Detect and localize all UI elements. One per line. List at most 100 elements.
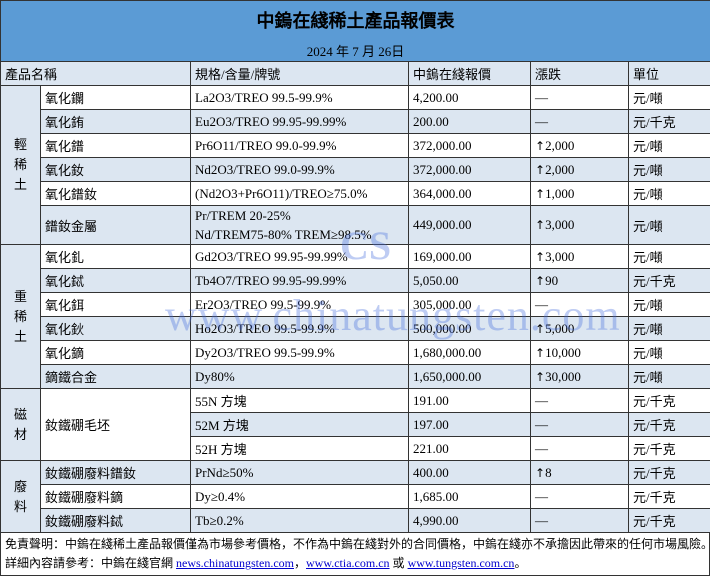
change-value: 2,000 xyxy=(545,137,575,153)
product-name: 氧化鐠釹 xyxy=(40,181,191,206)
table-row: 輕稀土 氧化鑭 La2O3/TREO 99.5-99.9% 4,200.00— 元/噸 xyxy=(0,85,710,245)
change: ↑2,000 xyxy=(530,133,629,158)
change-value: 1,000 xyxy=(545,185,575,201)
spec: 52M 方塊 xyxy=(190,412,409,437)
change: ↑3,000 xyxy=(530,244,629,269)
change-value: 8 xyxy=(545,464,552,480)
spec: PrNd≥50% xyxy=(190,460,409,485)
separator: ， xyxy=(294,556,307,570)
unit: 元/噸 xyxy=(628,133,710,158)
change-value: 10,000 xyxy=(545,344,581,360)
unit: 元/千克 xyxy=(628,109,710,134)
header-change: 漲跌 xyxy=(530,61,629,86)
arrow-up-icon: ↑ xyxy=(535,138,546,153)
price: 500,000.00 xyxy=(408,316,531,341)
unit: 元/千克 xyxy=(628,388,710,413)
table-row: 氧化鐠釹 (Nd2O3+Pr6O11)/TREO≥75.0% 364,000.00 ↑… xyxy=(1,181,710,206)
price: 1,680,000.00 xyxy=(408,340,531,365)
unit: 元/噸 xyxy=(628,205,710,245)
date: 2024 年 7 月 26日 xyxy=(0,39,710,62)
change-value: 3,000 xyxy=(545,248,575,264)
spec-text: Nd2O3/TREO 99.0-99.9% xyxy=(195,161,335,177)
unit: 元/噸 xyxy=(628,292,710,317)
product-name: 鐠釹金屬 xyxy=(40,205,191,245)
table-row: 磁材 釹鐵硼毛坯 55N 方塊 191.00— 元/千克 xyxy=(0,388,710,461)
group-label-text: 重稀土 xyxy=(13,288,27,344)
group-label: 廢料 xyxy=(0,460,41,533)
product-name: 氧化鉺 xyxy=(40,292,191,317)
change: ↑8 xyxy=(530,460,629,485)
unit: 元/千克 xyxy=(628,268,710,293)
change-value: — xyxy=(535,488,548,504)
spec: 52H 方塊 xyxy=(190,436,409,461)
product-name: 氧化銪 xyxy=(40,109,191,134)
spec-text: (Nd2O3+Pr6O11)/TREO≥75.0% xyxy=(195,185,368,201)
price: 1,685.00 xyxy=(408,484,531,509)
change-value: — xyxy=(535,512,548,528)
link-ctia[interactable]: www.ctia.com.cn xyxy=(306,556,390,570)
spec: Dy80% xyxy=(190,364,409,389)
spec-text: Eu2O3/TREO 99.95-99.99% xyxy=(195,113,347,129)
change: ↑3,000 xyxy=(530,205,629,245)
spec: 55N 方塊 xyxy=(190,388,409,413)
price: 5,050.00 xyxy=(408,268,531,293)
table-row: 氧化銪 Eu2O3/TREO 99.95-99.99% 200.00— 元/千克 xyxy=(1,109,710,134)
spec: Gd2O3/TREO 99.95-99.99% xyxy=(190,244,409,269)
group-label: 輕稀土 xyxy=(0,85,41,245)
spec-text: Tb4O7/TREO 99.95-99.99% xyxy=(195,272,347,288)
unit: 元/噸 xyxy=(628,181,710,206)
spec: Nd2O3/TREO 99.0-99.9% xyxy=(190,157,409,182)
group-label-text: 輕稀土 xyxy=(13,137,27,192)
disclaimer: 免責聲明：中鎢在綫稀土產品報價僅為市場參考價格，不作為中鎢在綫對外的合同價格，中… xyxy=(5,537,710,551)
group-label: 磁材 xyxy=(0,388,41,461)
change: — xyxy=(530,292,629,317)
product-name: 釹鐵硼廢料鋱 xyxy=(40,508,191,533)
spec-text: 55N 方塊 xyxy=(195,394,247,409)
link-news-chinatungsten[interactable]: news.chinatungsten.com xyxy=(176,556,294,570)
change-value: 2,000 xyxy=(545,161,575,177)
spec-text: Ho2O3/TREO 99.5-99.9% xyxy=(195,320,335,336)
group-label-text: 磁材 xyxy=(13,406,27,442)
spec-text: Tb≥0.2% xyxy=(195,512,244,528)
spec: Tb≥0.2% xyxy=(190,508,409,533)
change: — xyxy=(530,436,629,461)
price: 305,000.00 xyxy=(408,292,531,317)
price-table: 中鎢在綫稀土產品報價表 2024 年 7 月 26日 產品名稱 規格/含量/牌號… xyxy=(0,0,710,533)
table-row: 52M 方塊 197.00— 元/千克 xyxy=(1,412,710,437)
price: 364,000.00 xyxy=(408,181,531,206)
footer: 免責聲明：中鎢在綫稀土產品報價僅為市場參考價格，不作為中鎢在綫對外的合同價格，中… xyxy=(0,533,710,576)
table-row: 氧化鈥 Ho2O3/TREO 99.5-99.9% 500,000.00 ↑5,000… xyxy=(1,316,710,341)
change-value: 30,000 xyxy=(545,368,581,384)
price: 197.00 xyxy=(408,412,531,437)
table-row: 52H 方塊 221.00— 元/千克 xyxy=(1,436,710,461)
header-price: 中鎢在綫報價 xyxy=(408,61,531,86)
spec-text-2: Nd/TREM75-80% TREM≥98.5% xyxy=(195,227,372,242)
price: 372,000.00 xyxy=(408,133,531,158)
spec-text: Dy2O3/TREO 99.5-99.9% xyxy=(195,344,335,360)
spec-text: PrNd≥50% xyxy=(195,464,254,480)
table-row: 鏑鐵合金 Dy80% 1,650,000.00 ↑30,000 元/噸 xyxy=(1,364,710,389)
change-value: — xyxy=(535,416,548,432)
table-row: 重稀土 氧化釓 Gd2O3/TREO 99.95-99.99% 169,000.00 ↑… xyxy=(0,244,710,389)
spec: Pr6O11/TREO 99.0-99.9% xyxy=(190,133,409,158)
link-tungsten[interactable]: www.tungsten.com.cn xyxy=(407,556,515,570)
header-name: 產品名稱 xyxy=(0,61,191,86)
change: — xyxy=(530,109,629,134)
spec: Tb4O7/TREO 99.95-99.99% xyxy=(190,268,409,293)
arrow-up-icon: ↑ xyxy=(535,162,546,177)
table-row: 氧化鐠 Pr6O11/TREO 99.0-99.9% 372,000.00 ↑2,00… xyxy=(1,133,710,158)
spec-text: Dy80% xyxy=(195,368,235,384)
unit: 元/千克 xyxy=(628,484,710,509)
change-value: 3,000 xyxy=(545,217,575,232)
change-value: — xyxy=(535,296,548,312)
unit: 元/千克 xyxy=(628,460,710,485)
change: — xyxy=(530,412,629,437)
price: 221.00 xyxy=(408,436,531,461)
change: ↑2,000 xyxy=(530,157,629,182)
unit: 元/噸 xyxy=(628,157,710,182)
table-row: 氧化鉺 Er2O3/TREO 99.5-99.9% 305,000.00— 元/噸 xyxy=(1,292,710,317)
spec: Ho2O3/TREO 99.5-99.9% xyxy=(190,316,409,341)
header-spec: 規格/含量/牌號 xyxy=(190,61,409,86)
spec-text: Pr6O11/TREO 99.0-99.9% xyxy=(195,137,337,153)
table-row: 氧化釹 Nd2O3/TREO 99.0-99.9% 372,000.00 ↑2,000… xyxy=(1,157,710,182)
